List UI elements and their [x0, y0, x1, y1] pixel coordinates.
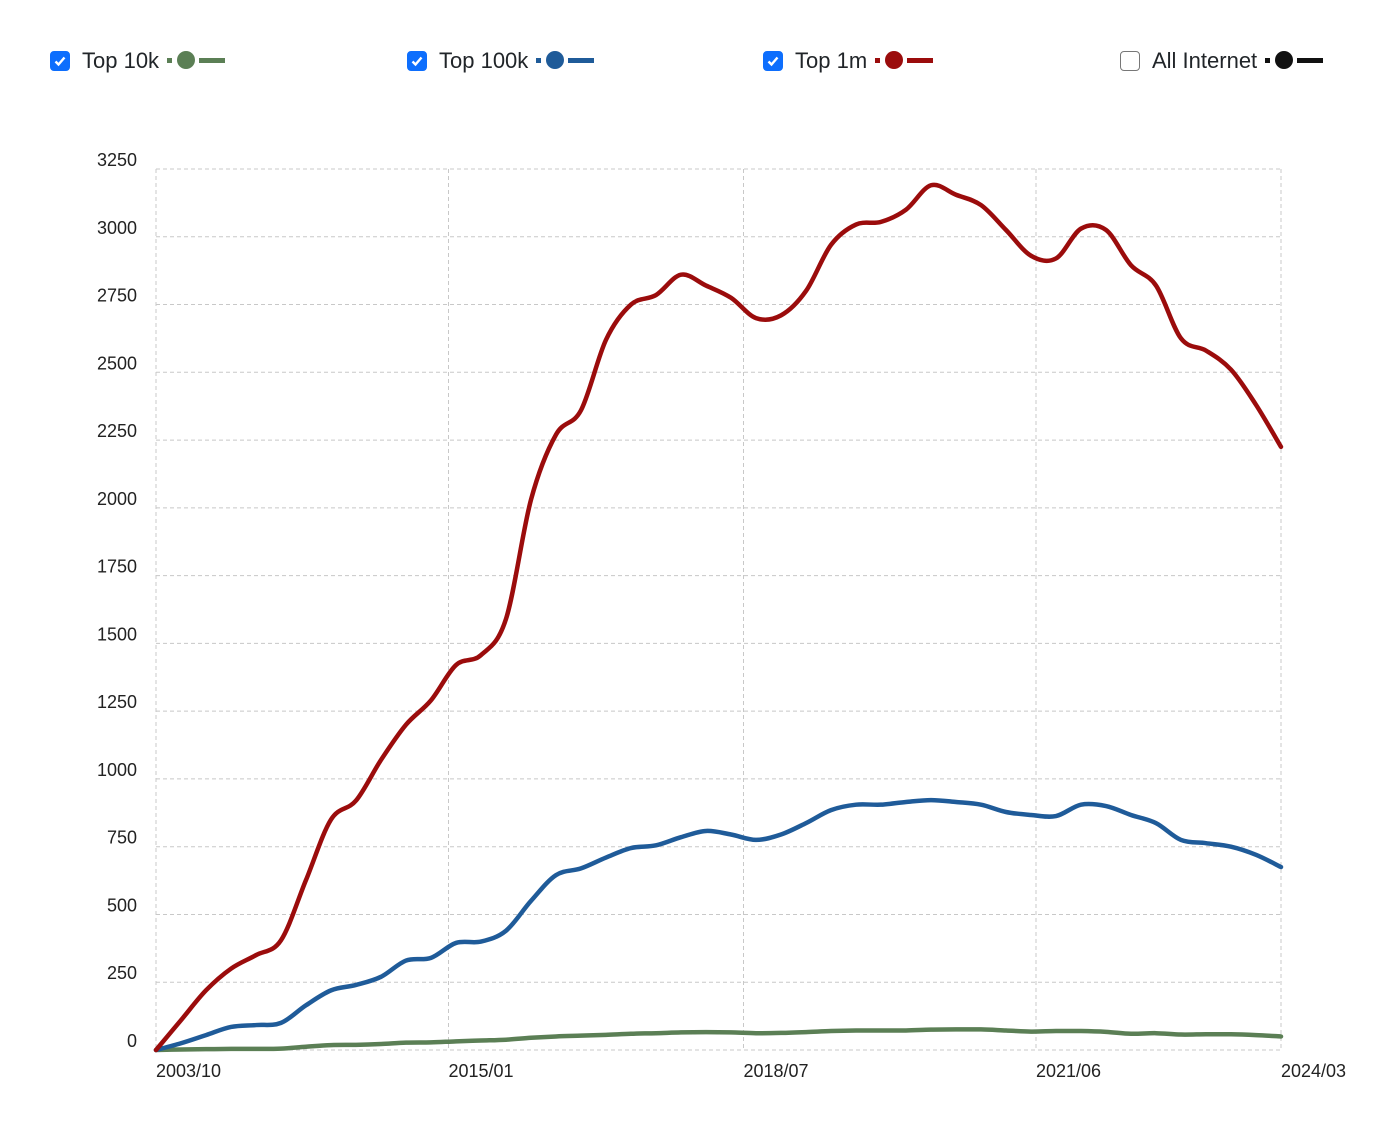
legend-line-marker-icon — [536, 51, 595, 69]
y-tick-label: 3250 — [97, 150, 137, 170]
legend-checkbox[interactable] — [407, 51, 427, 71]
y-tick-label: 2500 — [97, 353, 137, 373]
y-tick-label: 3000 — [97, 218, 137, 238]
legend-item-top-1m[interactable]: Top 1m — [763, 47, 934, 75]
x-tick-label: 2018/07 — [744, 1061, 809, 1081]
y-tick-label: 1000 — [97, 760, 137, 780]
legend-label: All Internet — [1152, 48, 1258, 73]
series-line-top-10k — [153, 1027, 1284, 1053]
legend-line-marker-icon — [875, 51, 934, 69]
y-tick-label: 2000 — [97, 489, 137, 509]
check-icon — [411, 56, 423, 67]
y-tick-label: 1250 — [97, 692, 137, 712]
legend-label: Top 1m — [795, 48, 868, 73]
y-tick-label: 1500 — [97, 624, 137, 644]
y-tick-label: 2250 — [97, 421, 137, 441]
legend-label: Top 100k — [439, 48, 529, 73]
x-tick-label: 2003/10 — [156, 1061, 221, 1081]
y-tick-label: 0 — [127, 1031, 137, 1051]
legend-item-top-100k[interactable]: Top 100k — [407, 47, 595, 75]
y-tick-label: 500 — [107, 895, 137, 915]
legend-checkbox[interactable] — [50, 51, 70, 71]
x-tick-label: 2015/01 — [449, 1061, 514, 1081]
y-tick-label: 250 — [107, 963, 137, 983]
legend-checkbox[interactable] — [763, 51, 783, 71]
x-tick-label: 2021/06 — [1036, 1061, 1101, 1081]
check-icon — [767, 56, 779, 67]
legend-item-top-10k[interactable]: Top 10k — [50, 47, 226, 75]
x-tick-label: 2024/03 — [1281, 1061, 1346, 1081]
legend-item-all-internet[interactable]: All Internet — [1120, 47, 1324, 75]
legend-label: Top 10k — [82, 48, 160, 73]
check-icon — [54, 56, 66, 67]
legend-line-marker-icon — [167, 51, 226, 69]
y-tick-label: 1750 — [97, 557, 137, 577]
legend-checkbox[interactable] — [1120, 51, 1140, 71]
series-line-top-1m — [153, 182, 1284, 1053]
y-tick-label: 2750 — [97, 286, 137, 306]
legend-line-marker-icon — [1265, 51, 1324, 69]
series-line-top-100k — [153, 797, 1284, 1053]
y-tick-label: 750 — [107, 828, 137, 848]
